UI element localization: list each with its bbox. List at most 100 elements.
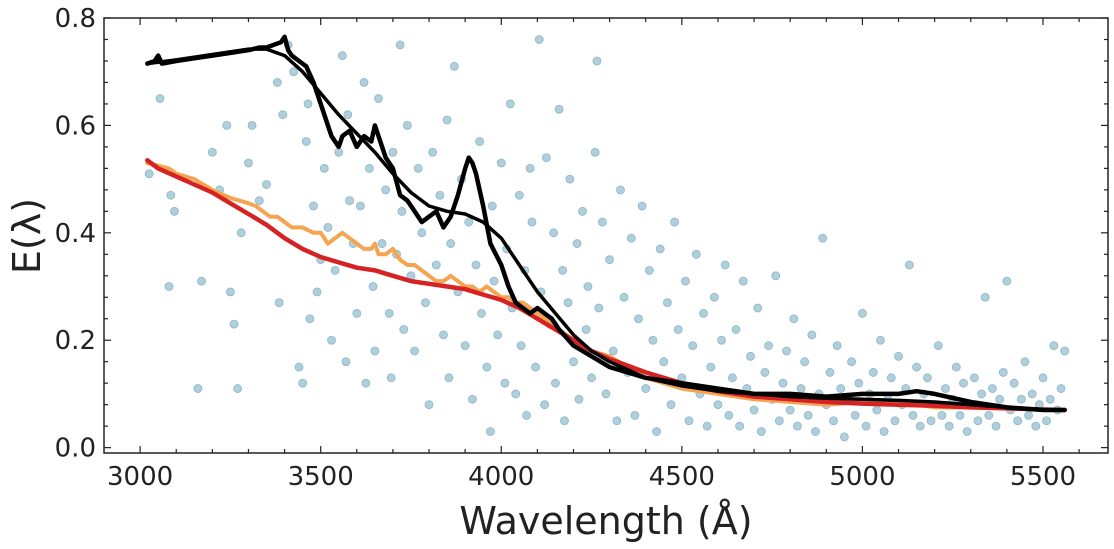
scatter-point (655, 244, 665, 254)
black-smooth-series-line (145, 47, 1067, 412)
scatter-point (388, 147, 398, 157)
scatter-point (511, 389, 521, 399)
y-tick-label: 0.0 (55, 434, 96, 464)
scatter-point (460, 341, 470, 350)
scatter-point (1056, 384, 1066, 393)
y-tick-label: 0.8 (55, 4, 96, 34)
scatter-point (937, 411, 947, 420)
scatter-point (764, 341, 773, 350)
x-tick-label: 3500 (288, 462, 354, 492)
scatter-point (487, 201, 497, 211)
scatter-point (592, 56, 602, 66)
scatter-point (673, 325, 683, 334)
scatter-point (516, 341, 526, 350)
scatter-point (312, 287, 322, 297)
scatter-point (1060, 346, 1070, 356)
y-tick-label: 0.6 (55, 111, 96, 141)
scatter-point (244, 158, 253, 168)
scatter-point (706, 362, 716, 372)
scatter-point (749, 405, 759, 415)
scatter-point (262, 180, 271, 189)
scatter-point (303, 99, 313, 109)
scatter-point (319, 163, 329, 173)
scatter-point (811, 427, 820, 436)
scatter-point (298, 378, 308, 388)
scatter-point (514, 190, 524, 200)
scatter-point (923, 373, 932, 383)
y-tick-label: 0.2 (55, 326, 96, 356)
scatter-point (998, 368, 1008, 377)
scatter-point (782, 346, 791, 356)
scatter-point (832, 341, 842, 350)
scatter-point (713, 400, 723, 410)
scatter-point (170, 206, 179, 216)
scatter-point (522, 411, 531, 420)
scatter-point (525, 163, 535, 173)
scatter-point (399, 325, 409, 334)
x-tick-label: 4500 (649, 462, 715, 492)
scatter-point (467, 394, 477, 404)
scatter-point (572, 239, 582, 248)
scatter-point (197, 276, 206, 286)
series-layer (145, 34, 1067, 413)
scatter-layer (144, 35, 1070, 442)
scatter-point (839, 432, 849, 442)
scatter-point (955, 411, 965, 420)
ticks-layer: 3000 3500 4000 4500 5000 5500 0.0 0.2 0.4 0.6 0.8 (55, 4, 1108, 492)
scatter-point (648, 335, 658, 345)
scatter-point (417, 228, 427, 238)
scatter-point (590, 147, 600, 157)
scatter-point (959, 378, 968, 388)
scatter-point (735, 421, 745, 431)
x-tick-label: 5500 (1010, 462, 1076, 492)
scatter-point (926, 416, 936, 426)
scatter-point (670, 217, 680, 227)
scatter-point (551, 378, 560, 388)
scatter-point (659, 357, 669, 367)
scatter-point (155, 94, 165, 103)
scatter-point (330, 266, 340, 275)
scatter-point (361, 378, 371, 388)
scatter-point (652, 427, 661, 436)
scatter-point (720, 260, 730, 270)
scatter-point (760, 368, 770, 377)
scatter-point (397, 206, 407, 216)
x-tick-label: 3000 (107, 462, 173, 492)
scatter-point (850, 411, 860, 420)
scatter-point (868, 368, 878, 377)
orange-series-line (145, 161, 1067, 412)
scatter-point (581, 325, 591, 334)
scatter-point (500, 378, 510, 388)
scatter-point (662, 298, 672, 308)
scatter-point (702, 421, 712, 431)
scatter-point (587, 373, 596, 383)
scatter-point (563, 298, 573, 308)
scatter-point (343, 110, 353, 120)
scatter-point (637, 201, 647, 211)
scatter-point (410, 346, 419, 356)
scatter-point (560, 416, 569, 426)
scatter-point (800, 357, 810, 367)
scatter-point (962, 427, 972, 436)
scatter-point (368, 282, 378, 291)
scatter-point (641, 384, 651, 393)
scatter-point (756, 427, 766, 436)
scatter-point (365, 163, 374, 173)
scatter-point (728, 373, 737, 383)
scatter-point (1002, 276, 1012, 286)
scatter-point (337, 51, 347, 60)
scatter-point (444, 373, 454, 383)
scatter-point (876, 335, 885, 345)
scatter-point (601, 389, 611, 399)
scatter-point (681, 276, 690, 286)
scatter-point (359, 78, 369, 87)
scatter-point (254, 196, 264, 205)
scatter-point (785, 405, 795, 415)
scatter-point (272, 78, 282, 87)
scatter-point (386, 373, 396, 383)
scatter-point (352, 308, 362, 318)
scatter-point (370, 346, 380, 356)
scatter-point (731, 325, 741, 334)
scatter-point (549, 228, 559, 238)
x-axis-label: Wavelength (Å) (459, 499, 752, 543)
